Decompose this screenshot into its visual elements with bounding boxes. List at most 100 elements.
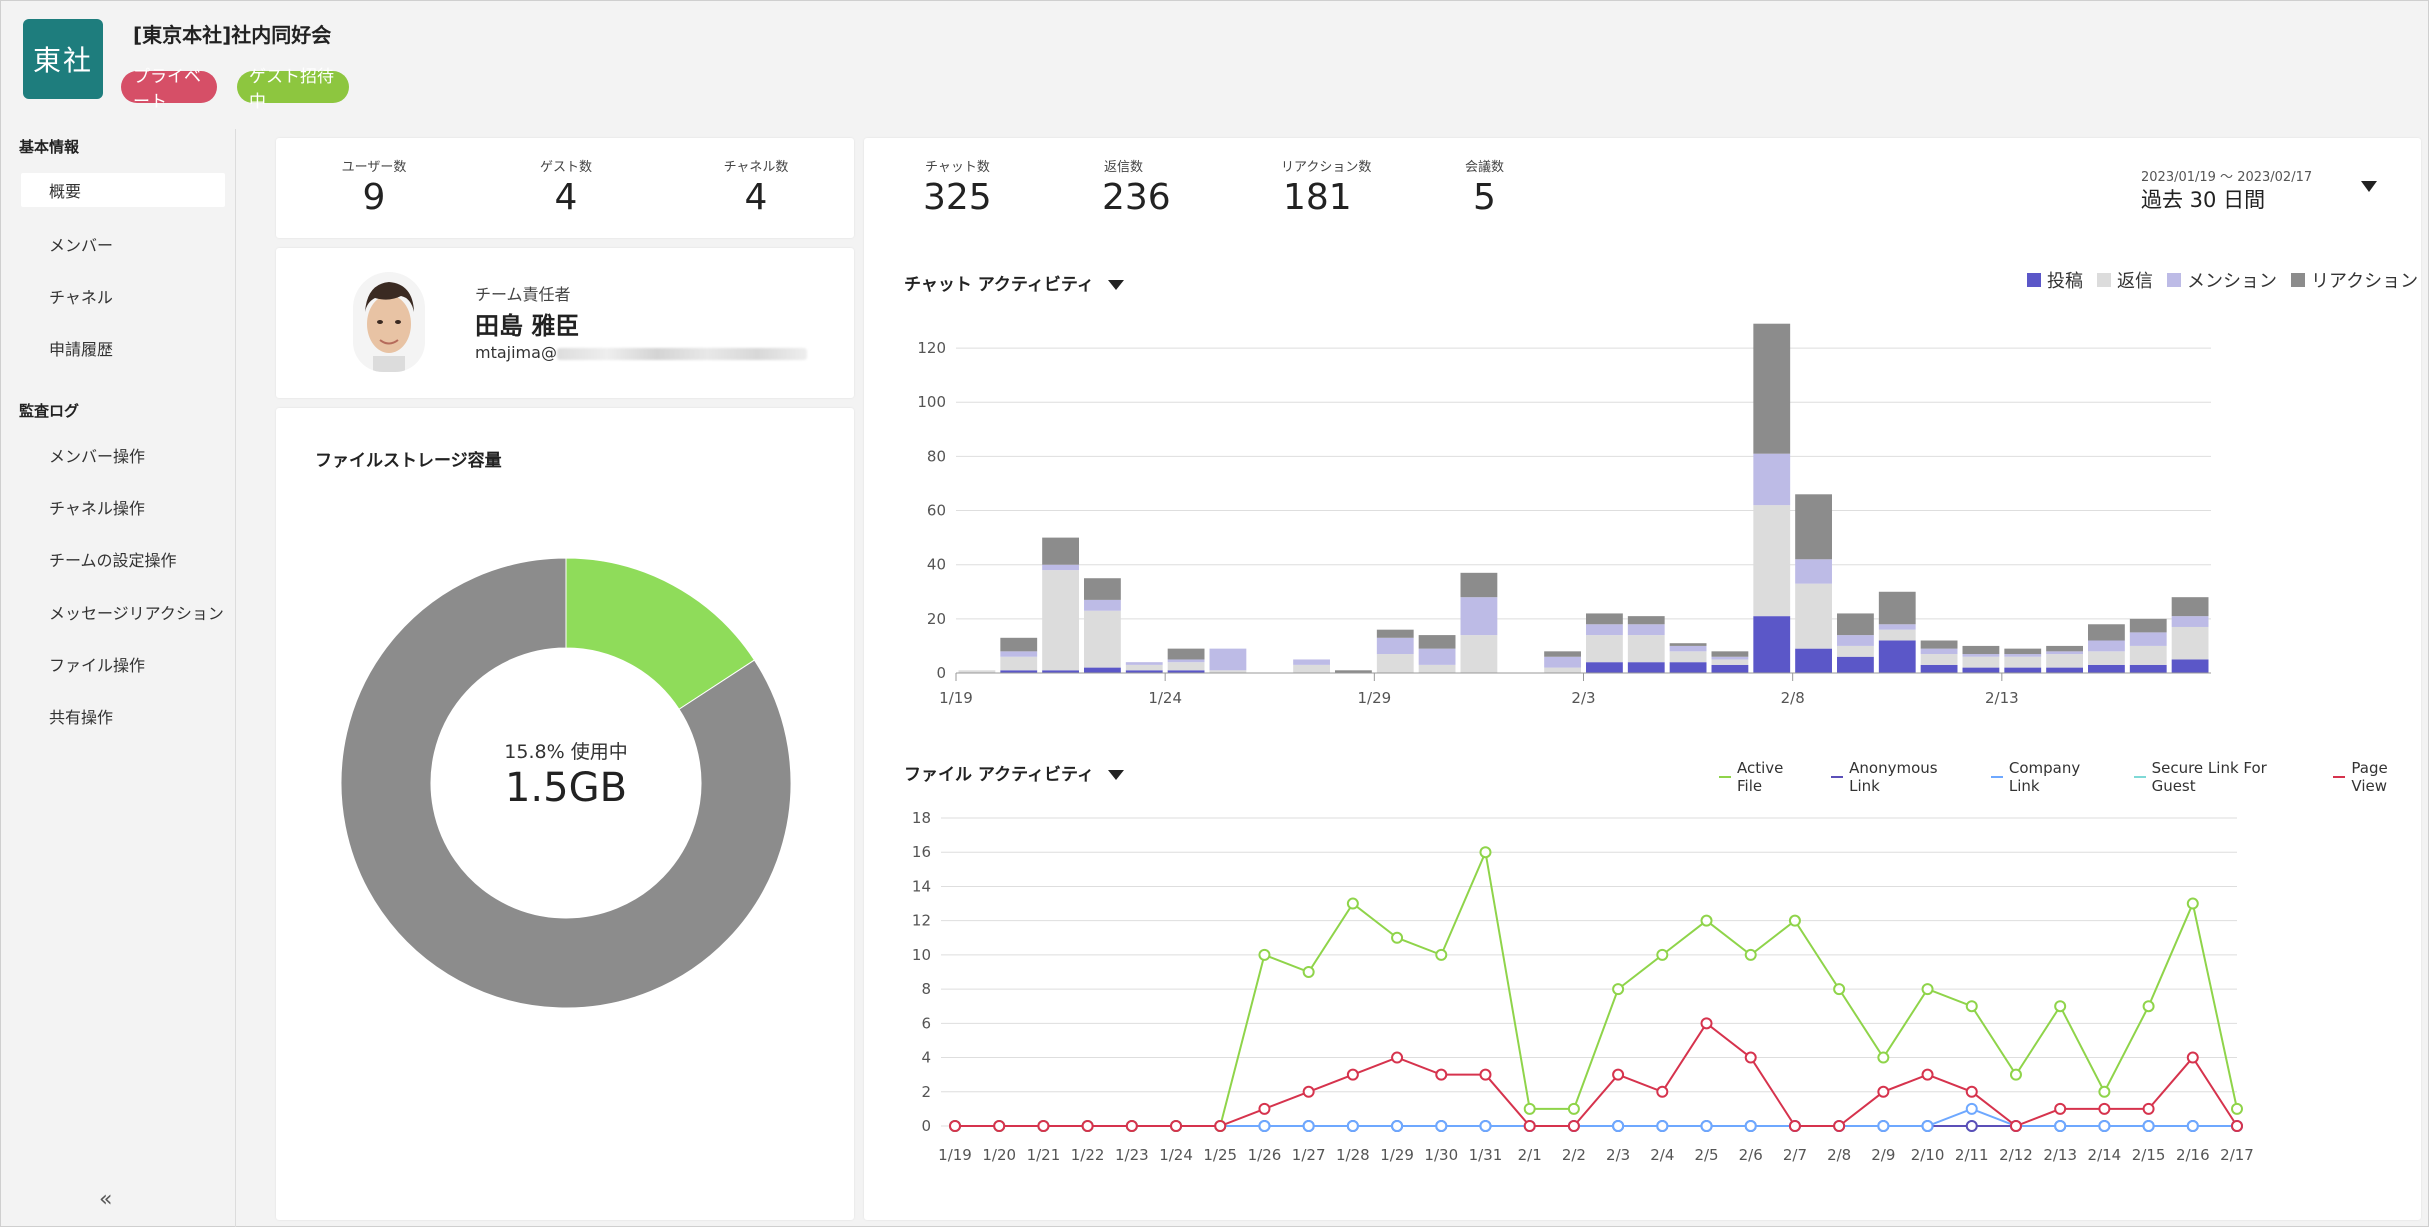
legend-item-anonymous-link: Anonymous Link bbox=[1831, 759, 1973, 795]
guest-count-value: 4 bbox=[554, 177, 578, 218]
sidebar-item-message-reaction[interactable]: メッセージリアクション bbox=[49, 604, 224, 623]
data-point bbox=[2054, 1000, 2067, 1013]
bar-segment bbox=[1460, 635, 1498, 673]
bar-segment bbox=[1084, 599, 1121, 611]
data-point bbox=[1391, 931, 1404, 944]
bar-segment bbox=[1293, 659, 1330, 665]
legend-label: メンション bbox=[2187, 271, 2277, 292]
x-tick-label: 1/19 bbox=[939, 689, 973, 707]
bar-segment bbox=[1586, 635, 1623, 663]
bar-segment bbox=[1209, 670, 1247, 673]
chat-activity-legend: 投稿 返信 メンション リアクション bbox=[2013, 267, 2418, 293]
bar-segment bbox=[1042, 537, 1079, 565]
x-tick-label: 2/3 bbox=[1571, 689, 1595, 707]
data-point bbox=[2009, 1120, 2022, 1132]
collapse-sidebar-icon[interactable]: « bbox=[99, 1187, 113, 1212]
chat-activity-dropdown-icon[interactable] bbox=[1107, 280, 1124, 290]
x-tick-label: 2/6 bbox=[1739, 1146, 1763, 1164]
bar-segment bbox=[1084, 578, 1121, 600]
x-tick-label: 2/2 bbox=[1562, 1146, 1586, 1164]
bar-segment bbox=[1920, 654, 1958, 665]
bar-segment bbox=[1586, 662, 1623, 673]
x-tick-label: 1/22 bbox=[1071, 1146, 1105, 1164]
bar-segment bbox=[1335, 670, 1372, 673]
bar-segment bbox=[1586, 624, 1623, 636]
bar-segment bbox=[1753, 616, 1791, 673]
data-point bbox=[993, 1120, 1006, 1132]
data-point bbox=[1170, 1120, 1183, 1132]
data-point bbox=[2231, 1102, 2243, 1115]
data-point bbox=[1435, 1068, 1448, 1081]
data-point bbox=[2186, 1051, 2199, 1064]
private-badge: プライベート bbox=[121, 67, 217, 112]
bar-segment bbox=[1795, 559, 1832, 584]
sidebar-item-request-history[interactable]: 申請履歴 bbox=[49, 340, 114, 359]
sidebar-item-file-ops[interactable]: ファイル操作 bbox=[49, 656, 146, 675]
x-tick-label: 2/9 bbox=[1871, 1146, 1895, 1164]
sidebar-item-channels[interactable]: チャネル bbox=[49, 288, 113, 307]
y-tick-label: 16 bbox=[912, 843, 931, 861]
sidebar-item-members[interactable]: メンバー bbox=[49, 236, 114, 255]
bar-segment bbox=[1837, 635, 1874, 646]
bar-segment bbox=[2046, 645, 2083, 652]
chat-activity-title[interactable]: チャット アクティビティ bbox=[904, 270, 1124, 295]
file-activity-title[interactable]: ファイル アクティビティ bbox=[904, 760, 1125, 785]
data-point bbox=[1921, 1068, 1934, 1081]
sidebar-item-channel-ops[interactable]: チャネル操作 bbox=[49, 499, 145, 518]
data-point bbox=[1302, 1120, 1315, 1132]
sidebar-item-share-ops[interactable]: 共有操作 bbox=[49, 708, 114, 727]
data-point bbox=[2142, 1000, 2155, 1013]
user-count-stat: ユーザー数 9 bbox=[294, 156, 454, 218]
data-point bbox=[2142, 1102, 2155, 1115]
period-select[interactable]: 過去 30 日間 bbox=[2141, 188, 2266, 212]
legend-line bbox=[2333, 776, 2346, 778]
bar-segment bbox=[1878, 624, 1916, 630]
data-point bbox=[949, 1120, 961, 1132]
bar-segment bbox=[1376, 637, 1414, 655]
bar-segment bbox=[1125, 670, 1163, 673]
bar-segment bbox=[1795, 583, 1832, 649]
sidebar-item-member-ops[interactable]: メンバー操作 bbox=[49, 447, 146, 466]
bar-segment bbox=[1837, 613, 1874, 636]
sidebar-group-basic-info: 基本情報 bbox=[19, 138, 80, 156]
bar-segment bbox=[1878, 640, 1916, 673]
x-tick-label: 1/24 bbox=[1159, 1146, 1193, 1164]
file-activity-dropdown-icon[interactable] bbox=[1108, 770, 1125, 780]
guest-invite-badge: ゲスト招待中 bbox=[237, 67, 349, 112]
redacted-email-domain bbox=[556, 347, 807, 360]
x-tick-label: 2/10 bbox=[1911, 1146, 1945, 1164]
bar-segment bbox=[1544, 667, 1581, 673]
data-point bbox=[1523, 1120, 1536, 1132]
bar-segment bbox=[1544, 656, 1581, 668]
period-dropdown-icon[interactable] bbox=[2361, 181, 2377, 192]
legend-swatch bbox=[2097, 273, 2111, 287]
data-point bbox=[1391, 1051, 1404, 1064]
bar-segment bbox=[1627, 616, 1665, 625]
x-tick-label: 2/5 bbox=[1694, 1146, 1718, 1164]
bar-segment bbox=[1586, 613, 1623, 625]
bar-segment bbox=[1167, 670, 1205, 673]
data-point bbox=[2142, 1120, 2155, 1132]
bar-segment bbox=[1962, 654, 2000, 657]
data-point bbox=[1744, 1051, 1757, 1064]
bar-segment bbox=[1084, 610, 1121, 668]
data-point bbox=[1567, 1120, 1580, 1132]
y-tick-label: 100 bbox=[917, 393, 946, 411]
bar-segment bbox=[1962, 656, 2000, 668]
legend-swatch bbox=[2027, 273, 2041, 287]
legend-swatch bbox=[2291, 273, 2305, 287]
bar-segment bbox=[1962, 667, 2000, 673]
bar-segment bbox=[1167, 659, 1205, 663]
data-point bbox=[1258, 1102, 1271, 1115]
bar-segment bbox=[1753, 505, 1791, 617]
bar-segment bbox=[1042, 570, 1079, 671]
bar-segment bbox=[1460, 572, 1498, 598]
data-point bbox=[1700, 1120, 1713, 1132]
x-tick-label: 2/4 bbox=[1650, 1146, 1674, 1164]
sidebar-item-overview[interactable]: 概要 bbox=[21, 173, 225, 207]
sidebar-item-team-settings-ops[interactable]: チームの設定操作 bbox=[49, 551, 177, 570]
data-point bbox=[1833, 983, 1846, 996]
y-tick-label: 80 bbox=[927, 447, 946, 465]
reaction-count-stat: リアクション数 181 bbox=[1233, 156, 1393, 218]
data-point bbox=[1479, 1120, 1492, 1132]
